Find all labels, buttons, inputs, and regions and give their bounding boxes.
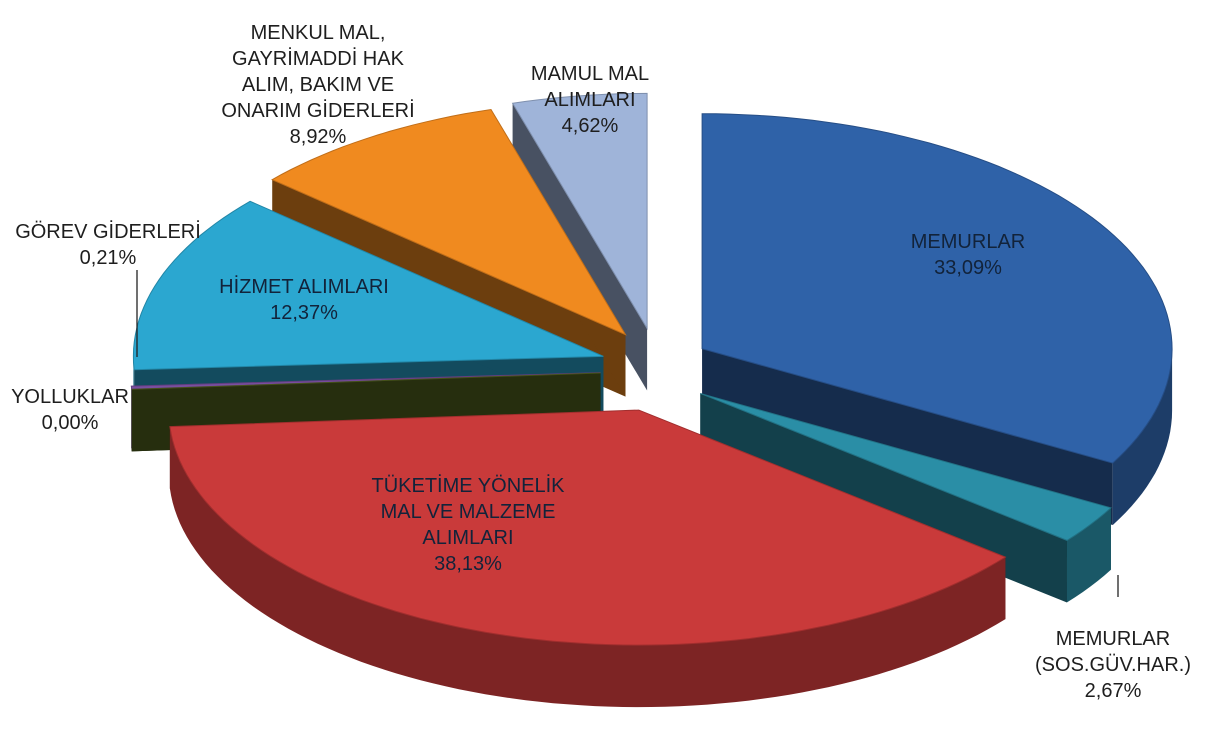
slice-wall — [1112, 348, 1173, 526]
slice-top — [701, 113, 1173, 464]
value-label: 33,09% — [934, 257, 1002, 279]
data-label: GÖREV GİDERLERİ 0,21% — [15, 219, 201, 271]
data-label: MEMURLAR 33,09% — [911, 229, 1025, 281]
category-label: MEMURLAR (SOS.GÜV.HAR.) — [1035, 628, 1191, 676]
category-label: MAMUL MAL ALIMLARI — [530, 63, 650, 111]
data-label: MENKUL MAL, GAYRİMADDİ HAK ALIM, BAKIM V… — [221, 20, 414, 150]
data-label: MEMURLAR (SOS.GÜV.HAR.) 2,67% — [1035, 626, 1191, 704]
category-label: YOLLUKLAR — [11, 386, 129, 408]
slice-top — [511, 92, 648, 331]
value-label: 0,00% — [41, 412, 99, 434]
value-label: 4,62% — [561, 115, 619, 137]
slice-wall — [169, 426, 1006, 708]
slice-top — [169, 409, 1007, 646]
slice-wall — [1067, 507, 1111, 603]
data-label: MAMUL MAL ALIMLARI 4,62% — [531, 61, 649, 139]
value-label: 2,67% — [1084, 680, 1142, 702]
category-label: GÖREV GİDERLERİ — [15, 221, 201, 243]
slice-top — [132, 200, 604, 371]
data-label: YOLLUKLAR 0,00% — [11, 384, 129, 436]
category-label: MENKUL MAL, GAYRİMADDİ HAK ALIM, BAKIM V… — [221, 22, 415, 122]
slice — [169, 409, 1007, 708]
data-label: HİZMET ALIMLARI 12,37% — [219, 274, 389, 326]
category-label: TÜKETİME YÖNELİK MAL VE MALZEME ALIMLARI — [371, 475, 565, 549]
data-label: TÜKETİME YÖNELİK MAL VE MALZEME ALIMLARI… — [371, 473, 564, 577]
category-label: MEMURLAR — [910, 231, 1026, 253]
value-label: 8,92% — [289, 126, 347, 148]
value-label: 38,13% — [434, 553, 502, 575]
value-label: 0,21% — [79, 247, 137, 269]
category-label: HİZMET ALIMLARI — [219, 276, 389, 298]
slice-top — [700, 392, 1112, 541]
value-label: 12,37% — [270, 302, 338, 324]
slice-top — [271, 108, 627, 336]
